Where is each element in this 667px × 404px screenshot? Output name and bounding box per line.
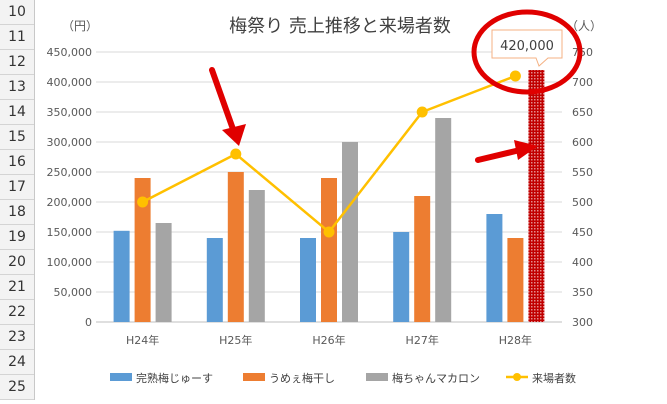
bar: [507, 238, 524, 322]
left-axis-tick-label: 250,000: [47, 166, 93, 179]
left-axis-tick-label: 0: [85, 316, 92, 329]
arrow-shaft: [475, 147, 523, 163]
line-point: [323, 226, 335, 238]
bar: [113, 230, 130, 322]
bar: [155, 223, 172, 322]
bar: [393, 232, 410, 322]
left-axis-tick-label: 150,000: [47, 226, 93, 239]
bar: [486, 214, 503, 322]
row-header[interactable]: 11: [0, 25, 34, 50]
category-axis-label: H27年: [406, 333, 439, 347]
legend-marker: [513, 373, 521, 381]
right-axis-tick-label: 550: [572, 166, 593, 179]
left-axis-tick-label: 300,000: [47, 136, 93, 149]
row-header[interactable]: 19: [0, 225, 34, 250]
combo-chart: 梅祭り 売上推移と来場者数 （円） （人） 0 300 50,000 350 100,0…: [47, 9, 602, 385]
row-header[interactable]: 15: [0, 125, 34, 150]
row-header[interactable]: 24: [0, 350, 34, 375]
arrow-shaft: [209, 67, 237, 135]
row-header[interactable]: 14: [0, 100, 34, 125]
legend-swatch: [110, 373, 132, 381]
right-axis-tick-label: 700: [572, 76, 593, 89]
row-header[interactable]: 17: [0, 175, 34, 200]
bar: [435, 118, 452, 322]
highlighted-bar: [528, 70, 545, 322]
row-header[interactable]: 20: [0, 250, 34, 275]
chart-title: 梅祭り 売上推移と来場者数: [229, 16, 451, 37]
row-header-column: [0, 0, 35, 400]
right-axis-tick-label: 650: [572, 106, 593, 119]
callout-value: 420,000: [500, 39, 554, 54]
category-axis-label: H26年: [312, 333, 345, 347]
line-point: [416, 106, 428, 118]
row-header[interactable]: 16: [0, 150, 34, 175]
row-header[interactable]: 13: [0, 75, 34, 100]
line-point: [509, 70, 521, 82]
right-axis-unit: （人）: [566, 19, 602, 33]
bar: [206, 238, 223, 322]
bar: [248, 190, 265, 322]
left-axis-tick-label: 450,000: [47, 46, 93, 59]
line-point: [230, 148, 242, 160]
bar: [134, 178, 151, 322]
callout-box: [491, 29, 563, 67]
bar: [227, 172, 244, 322]
row-header[interactable]: 25: [0, 375, 34, 400]
bar: [321, 178, 337, 322]
bar: [300, 238, 316, 322]
category-axis-label: H25年: [219, 333, 252, 347]
right-axis-tick-label: 300: [572, 316, 593, 329]
row-header[interactable]: 21: [0, 275, 34, 300]
bar: [414, 196, 431, 322]
row-header[interactable]: 22: [0, 300, 34, 325]
category-axis-label: H28年: [499, 333, 532, 347]
right-axis-tick-label: 350: [572, 286, 593, 299]
chart-area[interactable]: 梅祭り 売上推移と来場者数 （円） （人） 0 300 50,000 350 100,0…: [35, 0, 667, 400]
legend-swatch: [366, 373, 388, 381]
left-axis-tick-label: 350,000: [47, 106, 93, 119]
bar: [342, 142, 358, 322]
legend-label: うめぇ梅干し: [269, 371, 335, 385]
right-axis-tick-label: 400: [572, 256, 593, 269]
row-header[interactable]: 18: [0, 200, 34, 225]
category-axis-label: H24年: [126, 333, 159, 347]
left-axis-unit: （円）: [62, 19, 98, 33]
legend-label: 完熟梅じゅーす: [136, 371, 213, 385]
right-axis-tick-label: 450: [572, 226, 593, 239]
right-axis-tick-label: 500: [572, 196, 593, 209]
highlight-circle: [471, 9, 583, 95]
row-header[interactable]: 12: [0, 50, 34, 75]
left-axis-tick-label: 50,000: [54, 286, 93, 299]
row-header[interactable]: 23: [0, 325, 34, 350]
legend-swatch: [243, 373, 265, 381]
left-axis-tick-label: 400,000: [47, 76, 93, 89]
line-point: [137, 196, 149, 208]
arrow-head: [222, 124, 246, 146]
left-axis-tick-label: 200,000: [47, 196, 93, 209]
legend-label: 梅ちゃんマカロン: [392, 371, 480, 385]
row-header[interactable]: 10: [0, 0, 34, 25]
right-axis-tick-label: 600: [572, 136, 593, 149]
legend-label: 来場者数: [532, 372, 576, 385]
right-axis-tick-label: 750: [572, 46, 593, 59]
left-axis-tick-label: 100,000: [47, 256, 93, 269]
arrow-head: [514, 140, 538, 160]
